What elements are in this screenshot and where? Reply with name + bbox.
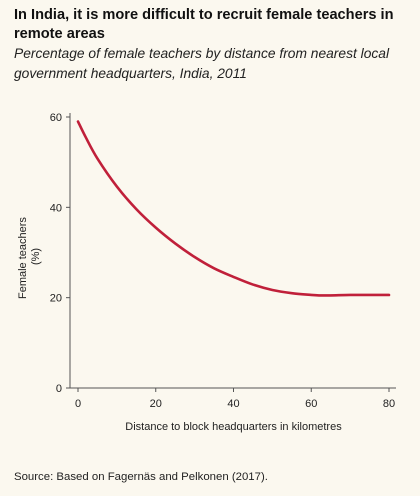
line-chart: 0 20 40 60 0 20 40 60 80 Distance to block head… — [17, 112, 396, 433]
y-tick-label: 60 — [50, 112, 62, 124]
x-tick-label: 60 — [305, 398, 317, 410]
y-tick-label: 40 — [50, 202, 62, 214]
y-axis-ticks: 0 20 40 60 — [50, 112, 70, 395]
chart-subtitle: Percentage of female teachers by distanc… — [14, 46, 390, 81]
y-axis-title-line1: Female teachers — [17, 217, 29, 299]
x-axis-ticks: 0 20 40 60 80 — [75, 388, 395, 410]
chart-title: In India, it is more difficult to recrui… — [14, 7, 394, 42]
y-axis-title-line2: (%) — [30, 248, 42, 265]
chart-axes — [66, 113, 396, 389]
x-tick-label: 0 — [75, 398, 81, 410]
x-tick-label: 20 — [150, 398, 162, 410]
x-tick-label: 80 — [383, 398, 395, 410]
x-tick-label: 40 — [227, 398, 239, 410]
series-line — [76, 120, 391, 297]
y-tick-label: 20 — [50, 293, 62, 305]
source-note: Source: Based on Fagernäs and Pelkonen (… — [14, 471, 268, 483]
y-axis-title: Female teachers (%) — [17, 214, 42, 299]
y-tick-label: 0 — [56, 383, 62, 395]
series-group — [76, 120, 391, 297]
x-axis-title: Distance to block headquarters in kilome… — [125, 421, 342, 433]
